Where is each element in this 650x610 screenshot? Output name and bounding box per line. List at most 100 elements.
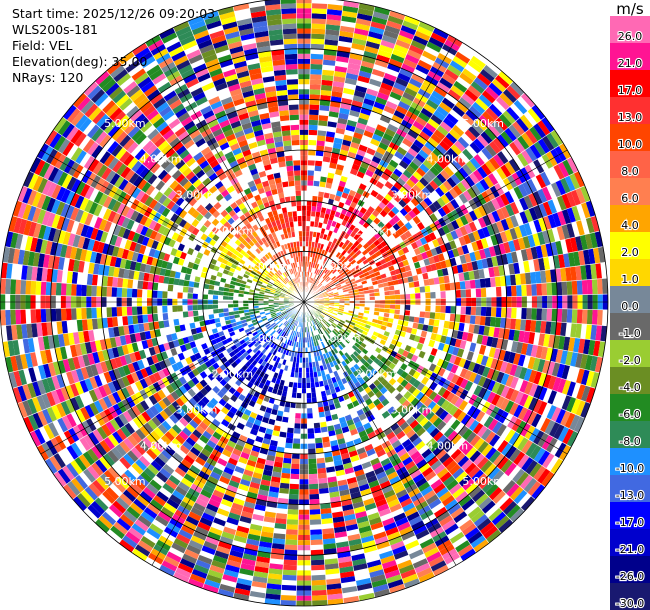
radar-gate [238,568,255,576]
radar-gate [321,518,334,525]
radar-gate [337,479,348,487]
radar-gate [171,231,180,241]
radar-gate [153,441,165,453]
radar-gate [473,207,483,220]
radar-gate [143,376,153,387]
radar-gate [193,564,210,575]
radar-gate [292,361,297,368]
radar-gate [317,322,322,328]
radar-gate [367,402,376,410]
radar-gate [402,320,409,327]
radar-gate [11,324,18,341]
radar-gate [143,272,150,282]
radar-gate [315,447,324,454]
radar-gate [369,292,375,297]
radar-gate [157,290,163,299]
radar-gate [597,278,603,295]
radar-gate [362,393,370,402]
radar-gate [268,444,278,452]
radar-gate [134,332,142,343]
radar-gate [268,418,276,426]
radar-gate [71,283,77,296]
radar-gate [356,243,363,250]
radar-gate [320,286,325,291]
radar-gate [119,97,133,111]
radar-gate [84,212,94,226]
radar-gate [348,146,359,154]
radar-gate [399,186,409,196]
radar-gate [245,420,254,429]
radar-gate [541,471,555,488]
radar-gate [315,442,324,449]
radar-gate [405,293,411,300]
radar-gate [264,344,271,351]
radar-gate [332,516,345,523]
radar-gate [179,344,187,353]
radar-gate [131,342,139,353]
radar-gate [355,473,367,482]
radar-gate [116,202,126,215]
radar-gate [107,434,120,447]
radar-gate [272,315,278,319]
radar-gate [491,198,501,211]
radar-gate [413,454,425,465]
radar-gate [414,400,424,411]
radar-gate [93,203,103,217]
radar-gate [332,454,342,462]
radar-gate [486,257,494,268]
radar-gate [510,318,517,330]
radar-gate [286,309,292,314]
radar-gate [363,130,374,139]
radar-gate [205,536,220,546]
radar-gate [205,503,219,513]
radar-gate [272,267,278,273]
radar-gate [79,248,88,262]
radar-gate [308,129,318,136]
radar-gate [430,32,447,44]
radar-gate [413,316,420,324]
radar-gate [443,151,455,163]
radar-gate [290,286,295,291]
radar-gate [125,531,141,545]
radar-gate [311,18,327,25]
radar-gate [325,182,333,189]
radar-gate [406,511,420,522]
radar-gate [116,345,125,357]
radar-gate [294,423,301,429]
radar-gate [78,331,85,344]
radar-gate [296,357,300,363]
radar-gate [324,384,330,391]
radar-gate [265,323,271,328]
radar-gate [121,375,131,388]
radar-gate [31,396,42,413]
radar-gate [562,159,574,176]
radar-gate [37,336,45,351]
radar-gate [356,170,366,179]
radar-gate [389,290,395,296]
radar-gate [319,265,324,271]
radar-gate [413,139,425,150]
radar-gate [407,147,419,158]
radar-gate [408,281,415,289]
radar-gate [179,417,189,427]
radar-gate [311,361,316,368]
radar-gate [398,396,407,405]
radar-gate [329,491,340,498]
radar-gate [244,464,256,472]
radar-gate [292,325,296,331]
radar-gate [436,236,445,246]
radar-gate [139,400,150,412]
radar-gate [506,85,521,100]
radar-gate [362,55,376,64]
radar-gate [177,338,185,346]
radar-gate [261,474,272,482]
radar-gate [343,134,353,142]
radar-gate [177,462,190,474]
radar-gate [394,304,401,310]
radar-gate [306,205,312,212]
radar-gate [87,352,96,366]
radar-gate [214,280,221,287]
radar-gate [292,443,301,449]
radar-gate [529,144,542,159]
radar-gate [163,358,172,368]
